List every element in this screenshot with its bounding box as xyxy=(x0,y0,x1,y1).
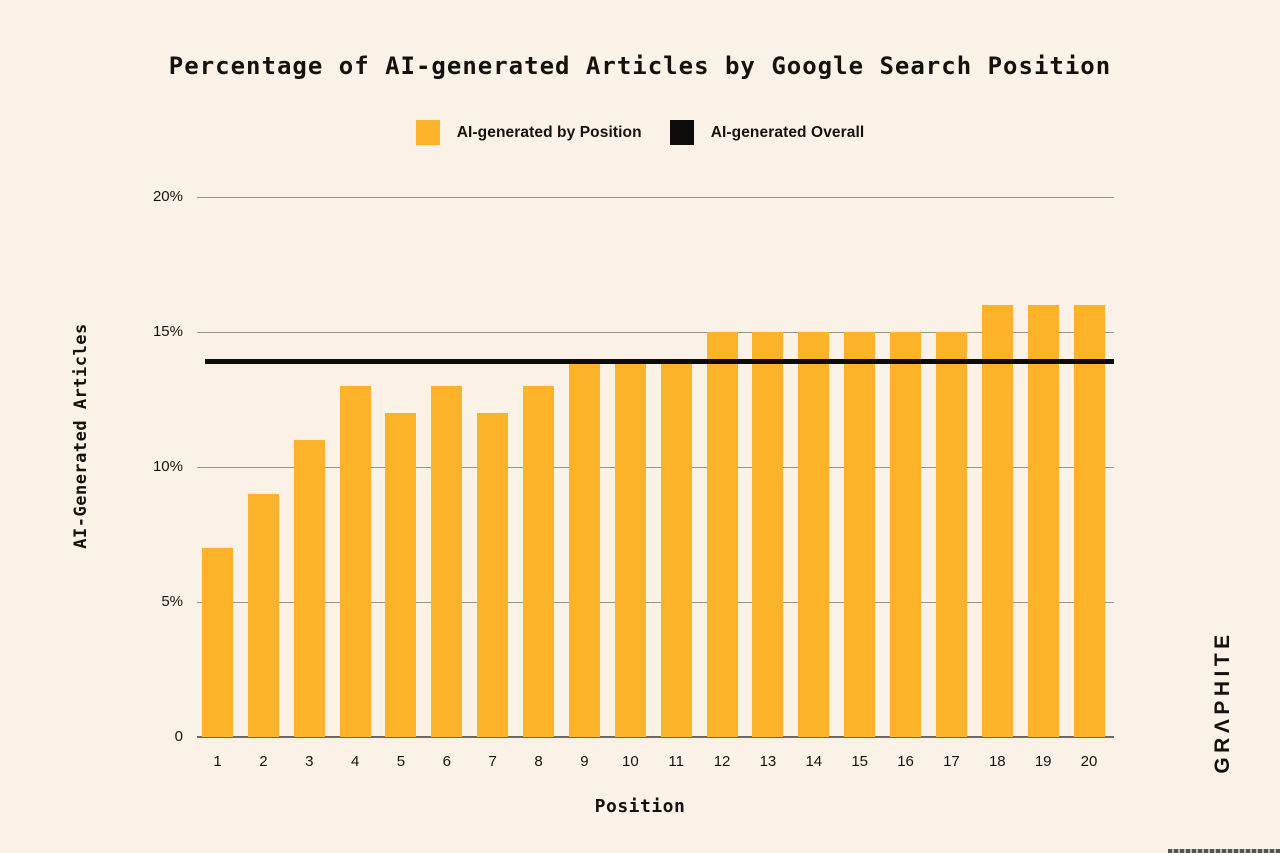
x-tick-label-1: 1 xyxy=(213,753,222,770)
x-tick-label-7: 7 xyxy=(488,753,497,770)
y-tick-label-0: 0 xyxy=(174,728,183,745)
gridline-0 xyxy=(197,736,1114,738)
x-tick-label-5: 5 xyxy=(396,753,406,770)
legend: AI-generated by Position AI-generated Ov… xyxy=(0,120,1280,145)
graphite-logo: GRΛPHITE xyxy=(1211,630,1234,774)
y-tick-label-5%: 5% xyxy=(161,593,183,610)
x-tick-label-9: 9 xyxy=(580,753,589,770)
gridline-5% xyxy=(197,602,1114,603)
legend-label-overall: AI-generated Overall xyxy=(710,123,865,141)
x-tick-label-16: 16 xyxy=(897,753,914,770)
bar-position-20 xyxy=(1073,305,1105,737)
bar-position-12 xyxy=(706,332,738,737)
x-tick-label-13: 13 xyxy=(759,753,777,770)
legend-item-by-position: AI-generated by Position xyxy=(415,120,642,145)
legend-item-overall: AI-generated Overall xyxy=(669,120,865,145)
bar-position-11 xyxy=(660,359,692,737)
bar-position-16 xyxy=(890,332,922,737)
x-tick-label-4: 4 xyxy=(350,753,360,770)
gridline-15% xyxy=(197,332,1114,333)
bar-position-3 xyxy=(293,440,325,737)
bar-position-18 xyxy=(981,305,1013,737)
y-tick-label-10%: 10% xyxy=(152,458,183,475)
x-tick-label-10: 10 xyxy=(621,753,639,770)
x-axis-title: Position xyxy=(594,796,686,817)
bar-position-1 xyxy=(202,548,233,737)
bar-position-4 xyxy=(339,386,371,737)
chart-title: Percentage of AI-generated Articles by G… xyxy=(168,52,1112,80)
x-tick-label-12: 12 xyxy=(713,753,731,770)
bar-swatch-icon xyxy=(415,120,440,145)
y-tick-label-20%: 20% xyxy=(152,188,183,205)
x-tick-label-6: 6 xyxy=(442,753,452,770)
bar-position-19 xyxy=(1027,305,1059,737)
bar-position-9 xyxy=(568,359,600,737)
line-swatch-icon xyxy=(669,120,694,145)
x-tick-label-17: 17 xyxy=(943,753,960,770)
bar-position-10 xyxy=(614,359,646,737)
gridline-20% xyxy=(197,197,1114,198)
overall-reference-line xyxy=(205,359,1114,365)
x-tick-label-15: 15 xyxy=(851,753,869,770)
bar-position-6 xyxy=(431,386,463,737)
bar-position-13 xyxy=(752,332,784,737)
x-tick-label-19: 19 xyxy=(1034,753,1052,770)
bar-position-15 xyxy=(844,332,876,737)
x-tick-label-8: 8 xyxy=(534,753,543,770)
bar-position-17 xyxy=(935,332,967,737)
bar-position-5 xyxy=(385,413,417,737)
horizontal-scrollbar-fragment[interactable] xyxy=(1168,849,1280,853)
bar-position-8 xyxy=(523,386,555,737)
x-tick-label-14: 14 xyxy=(805,753,823,770)
x-tick-label-3: 3 xyxy=(305,753,314,770)
y-axis-title: AI-Generated Articles xyxy=(71,323,91,549)
x-tick-label-11: 11 xyxy=(668,753,684,770)
gridline-10% xyxy=(197,467,1114,468)
x-tick-label-2: 2 xyxy=(259,753,268,770)
x-tick-label-18: 18 xyxy=(988,753,1006,770)
legend-label-by-position: AI-generated by Position xyxy=(456,123,642,141)
bar-position-7 xyxy=(477,413,509,737)
bar-position-14 xyxy=(798,332,830,737)
x-tick-label-20: 20 xyxy=(1080,753,1098,770)
y-tick-label-15%: 15% xyxy=(152,323,183,340)
bar-position-2 xyxy=(247,494,279,737)
